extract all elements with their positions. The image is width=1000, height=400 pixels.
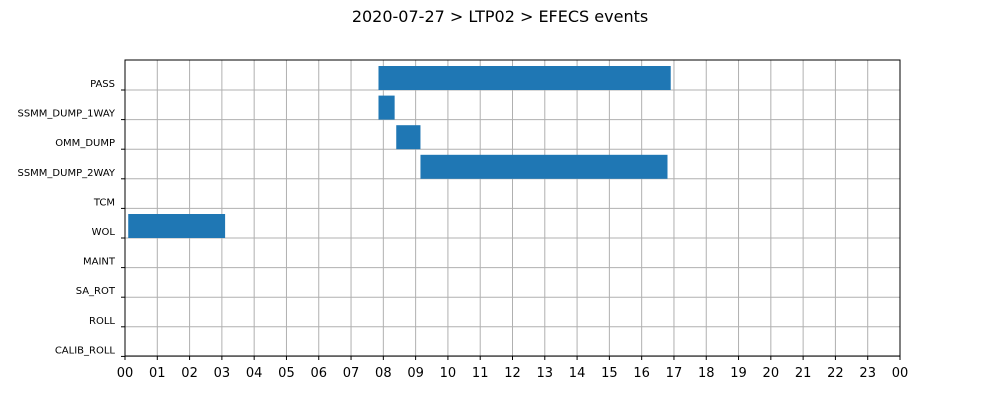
y-tick-label: SSMM_DUMP_2WAY: [17, 168, 115, 179]
y-tick-label: OMM_DUMP: [55, 138, 115, 149]
x-tick-label: 17: [666, 366, 683, 381]
event-bar-pass: [378, 66, 671, 90]
x-tick-label: 22: [827, 366, 844, 381]
y-axis: PASS SSMM_DUMP_1WAY OMM_DUMP SSMM_DUMP_2WAY…: [17, 79, 125, 357]
x-tick-label: 00: [117, 366, 134, 381]
event-bar-ssmm-dump-1way: [378, 95, 395, 120]
x-tick-label: 13: [537, 366, 554, 381]
x-tick-label: 08: [375, 366, 392, 381]
x-tick-label: 23: [859, 366, 876, 381]
x-tick-label: 09: [407, 366, 424, 381]
x-tick-label: 02: [181, 366, 198, 381]
x-tick-label: 20: [763, 366, 780, 381]
grid: [124, 60, 901, 357]
event-bars: [128, 66, 671, 238]
y-tick-label: PASS: [90, 79, 115, 90]
y-tick-label: SSMM_DUMP_1WAY: [17, 109, 115, 120]
x-tick-label: 21: [795, 366, 812, 381]
y-tick-label: SA_ROT: [76, 286, 116, 297]
y-tick-label: TCM: [93, 197, 115, 208]
x-tick-label: 00: [892, 366, 909, 381]
x-tick-label: 16: [633, 366, 650, 381]
y-tick-label: CALIB_ROLL: [55, 345, 116, 356]
x-tick-label: 05: [278, 366, 295, 381]
x-tick-label: 04: [246, 366, 263, 381]
x-tick-label: 10: [440, 366, 457, 381]
x-tick-label: 14: [569, 366, 586, 381]
y-tick-label: WOL: [92, 227, 116, 238]
event-bar-ssmm-dump-2way: [420, 154, 668, 179]
x-tick-label: 11: [472, 366, 489, 381]
x-tick-label: 12: [504, 366, 521, 381]
x-tick-label: 06: [310, 366, 327, 381]
x-tick-label: 07: [343, 366, 360, 381]
event-bar-wol: [128, 214, 226, 238]
y-tick-label: MAINT: [83, 257, 116, 268]
x-tick-label: 18: [698, 366, 715, 381]
x-tick-label: 01: [149, 366, 166, 381]
x-tick-label: 15: [601, 366, 618, 381]
chart-title: 2020-07-27 > LTP02 > EFECS events: [352, 7, 648, 26]
x-tick-label: 03: [214, 366, 231, 381]
x-tick-label: 19: [730, 366, 747, 381]
event-bar-omm-dump: [396, 125, 421, 150]
y-tick-label: ROLL: [89, 316, 115, 327]
x-axis: 00 01 02 03 04 05 06 07 08 09 10 11 12 13 14 15 16 17 18 19…: [117, 356, 909, 381]
